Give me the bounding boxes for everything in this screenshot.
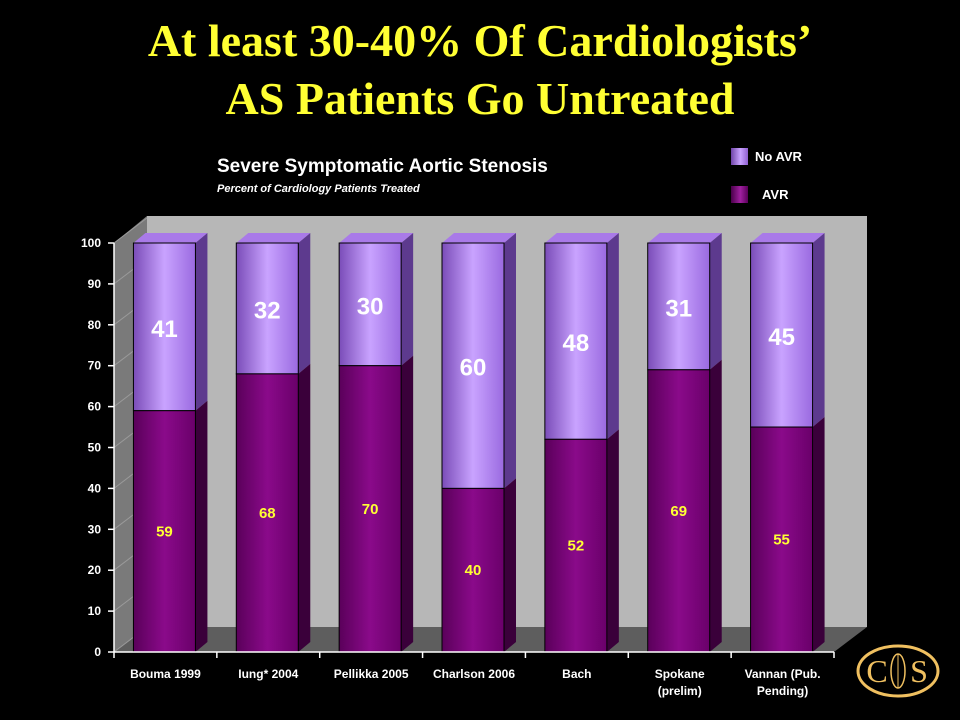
value-label-no-avr: 45 [768,324,795,351]
legend-swatch-avr [731,186,748,203]
bar-no-avr [647,242,711,371]
bar-top-face [647,233,722,243]
y-tick-label: 0 [94,645,101,659]
bar-top-face [750,233,825,243]
y-tick-label: 100 [81,236,101,250]
y-tick-label: 50 [88,441,102,455]
bar-no-avr [750,242,814,428]
value-label-no-avr: 31 [665,295,692,322]
bar-no-avr [441,242,505,489]
y-tick-label: 90 [88,277,102,291]
bar-no-avr [544,242,608,440]
bar-avr [750,426,814,653]
logo-letter-s: S [910,653,928,689]
slide-title-line-2: AS Patients Go Untreated [225,73,735,124]
bar-avr [338,365,402,653]
bar-side-avr [504,478,516,652]
y-tick-label: 70 [88,359,102,373]
y-tick-label: 10 [88,604,102,618]
y-tick-label: 20 [88,563,102,577]
value-label-avr: 55 [773,532,790,549]
bar-side-no-avr [401,233,414,366]
value-label-avr: 68 [259,505,276,522]
bar-side-avr [606,429,619,652]
bar-top-face [544,233,619,243]
value-label-no-avr: 60 [460,355,487,382]
x-category-label: Charlson 2006 [433,667,515,681]
x-category-label: Iung* 2004 [238,667,298,681]
bar-side-no-avr [298,233,311,374]
logo-letter-c: C [866,653,887,689]
y-tick-label: 30 [88,522,102,536]
legend-label-avr: AVR [762,187,789,202]
bar-side-avr [298,363,311,652]
bar-side-avr [709,359,722,652]
bar-side-no-avr [195,233,208,411]
bar-no-avr [235,242,299,375]
bar-side-no-avr [606,233,619,440]
bar-side-no-avr [709,233,722,370]
slide-title-line-1: At least 30-40% Of Cardiologists’ [147,15,813,66]
cs-logo: C S [856,643,940,699]
bar-no-avr [338,242,402,367]
y-tick-label: 40 [88,481,102,495]
x-category-label: Pending) [757,684,808,698]
x-category-label: (prelim) [658,684,702,698]
bar-side-avr [195,400,208,652]
value-label-avr: 52 [568,538,585,555]
x-category-label: Pellikka 2005 [334,667,409,681]
bar-top-face [236,233,311,243]
chart-title: Severe Symptomatic Aortic Stenosis [217,156,548,177]
y-side-gridline [113,217,148,244]
legend-label-no-avr: No AVR [755,149,802,164]
x-category-label: Bouma 1999 [130,667,201,681]
bar-avr [132,410,196,653]
bar-avr [544,438,608,653]
legend-swatch-no-avr [731,148,748,165]
x-category-label: Vannan (Pub. [745,667,821,681]
value-label-no-avr: 48 [563,330,590,357]
bar-avr [441,487,505,653]
bar-side-avr [812,417,825,652]
y-tick-label: 80 [88,318,102,332]
x-category-label: Spokane [655,667,705,681]
value-label-no-avr: 32 [254,297,281,324]
bar-top-face [339,233,414,243]
chart-subtitle: Percent of Cardiology Patients Treated [217,183,420,195]
bar-no-avr [132,242,196,412]
value-label-no-avr: 30 [357,293,384,320]
bar-top-face [133,233,208,243]
bar-side-no-avr [504,233,516,489]
bar-side-no-avr [812,233,825,428]
bar-top-face [442,233,516,243]
value-label-no-avr: 41 [151,316,178,343]
value-label-avr: 69 [670,503,687,520]
value-label-avr: 40 [465,562,482,579]
y-tick-label: 60 [88,400,102,414]
bar-side-avr [401,355,414,652]
value-label-avr: 70 [362,501,379,518]
value-label-avr: 59 [156,523,173,540]
x-category-label: Bach [562,667,591,681]
